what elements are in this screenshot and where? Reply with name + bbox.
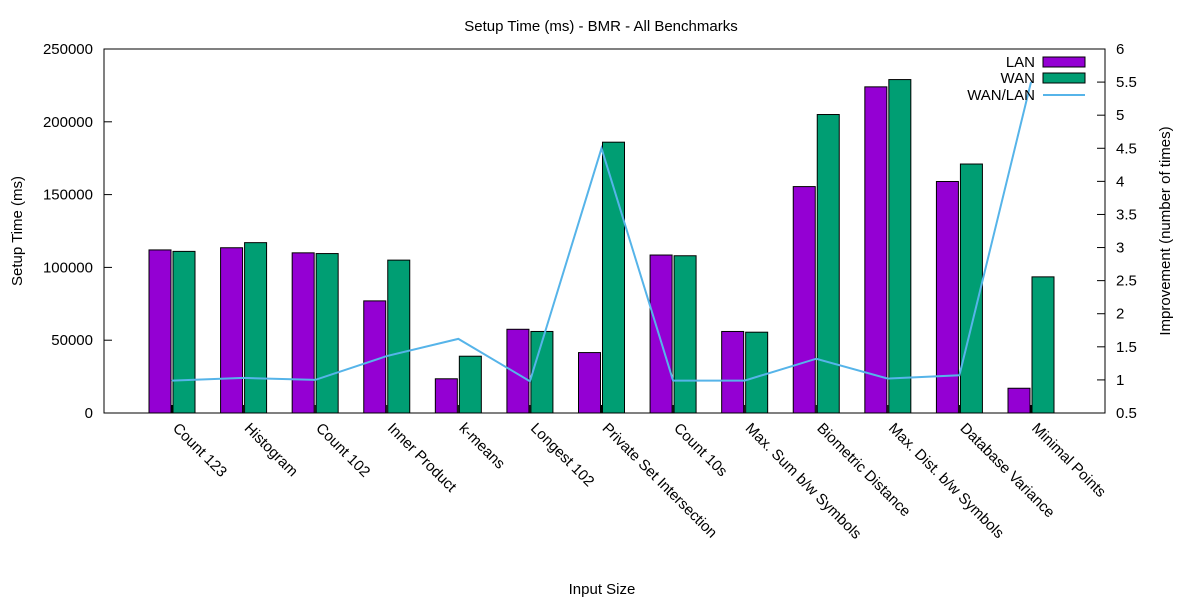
- y2-tick-label: 2.5: [1116, 273, 1137, 290]
- x-tick-label: Longest 102: [527, 420, 597, 490]
- bar-wan-3: [387, 259, 411, 414]
- y2-tick-label: 2: [1116, 306, 1124, 323]
- line-point: [672, 380, 674, 382]
- line-point: [1030, 81, 1032, 83]
- bar-wan-6: [602, 141, 625, 414]
- y2-tick-label: 6: [1116, 41, 1124, 58]
- bar-lan-5: [506, 328, 530, 414]
- y-tick-label: 200000: [43, 114, 93, 131]
- line-point: [243, 377, 245, 379]
- y2-tick-label: 1: [1116, 372, 1124, 389]
- bar-lan-0: [148, 249, 172, 414]
- line-point: [457, 338, 459, 340]
- bar-wan-9: [816, 114, 840, 414]
- bar-lan-1: [220, 247, 244, 414]
- bar-wan-1: [244, 242, 268, 414]
- bar-lan-11: [935, 180, 959, 414]
- bar-lan-6: [578, 352, 601, 414]
- line-point: [529, 380, 531, 382]
- x-tick-label: Inner Product: [384, 420, 460, 496]
- bar-wan-11: [959, 163, 983, 414]
- y2-tick-label: 1.5: [1116, 339, 1137, 356]
- x-tick-label: Max. Sum b/w Symbols: [742, 420, 865, 543]
- y-tick-label: 100000: [43, 259, 93, 276]
- x-tick-label: Count 102: [312, 420, 373, 481]
- x-tick-label: k-means: [456, 420, 509, 473]
- bar-wan-10: [888, 79, 912, 414]
- y2-tick-label: 5.5: [1116, 74, 1137, 91]
- x-tick-label: Histogram: [241, 420, 301, 480]
- y2-tick-label: 4.5: [1116, 140, 1137, 157]
- bar-lan-2: [291, 252, 315, 414]
- legend-label-lan: LAN: [1006, 54, 1035, 71]
- legend-swatch-wan: [1042, 72, 1086, 84]
- x-tick-label: Count 10s: [670, 420, 730, 480]
- bar-wan-12: [1031, 276, 1055, 414]
- bar-wan-4: [458, 355, 482, 414]
- bar-lan-7: [649, 254, 673, 414]
- x-tick-label: Private Set Intersection: [599, 420, 721, 542]
- bar-wan-2: [315, 253, 339, 414]
- line-point: [815, 358, 817, 360]
- y2-tick-label: 0.5: [1116, 405, 1137, 422]
- legend-label-wan: WAN: [1001, 70, 1035, 87]
- y2-tick-label: 3: [1116, 240, 1124, 257]
- y-tick-label: 250000: [43, 41, 93, 58]
- x-axis-label: Input Size: [569, 581, 636, 598]
- line-point: [887, 378, 889, 380]
- y-axis-label: Setup Time (ms): [9, 176, 26, 286]
- bar-wan-8: [745, 331, 769, 414]
- line-point: [171, 380, 173, 382]
- line-point: [601, 147, 602, 149]
- legend-label-wan-lan: WAN/LAN: [967, 87, 1035, 104]
- line-point: [386, 355, 388, 357]
- y-tick-label: 50000: [51, 332, 93, 349]
- y2-tick-label: 5: [1116, 107, 1124, 124]
- bar-lan-9: [792, 186, 816, 414]
- y2-axis-label: Improvement (number of times): [1157, 126, 1174, 335]
- bar-lan-4: [434, 378, 458, 414]
- chart-title: Setup Time (ms) - BMR - All Benchmarks: [464, 18, 737, 35]
- bar-lan-12: [1007, 387, 1031, 414]
- line-point: [314, 379, 316, 381]
- x-tick-label: Count 123: [169, 420, 230, 481]
- y-tick-label: 0: [85, 405, 93, 422]
- line-point: [744, 380, 746, 382]
- x-tick-label: Max. Dist. b/w Symbols: [885, 420, 1007, 542]
- y2-tick-label: 3.5: [1116, 206, 1137, 223]
- bar-wan-7: [673, 255, 697, 414]
- line-point: [958, 374, 960, 376]
- plot-area: 0 50000 100000 150000 200000 250000 0.5 1 1.5 2 2.…: [43, 41, 1137, 543]
- y-tick-label: 150000: [43, 187, 93, 204]
- y2-tick-label: 4: [1116, 173, 1124, 190]
- bar-lan-10: [864, 86, 888, 414]
- bar-wan-5: [530, 330, 554, 414]
- legend-swatch-lan: [1042, 56, 1086, 68]
- bar-wan-0: [172, 250, 196, 414]
- bar-lan-8: [721, 330, 745, 414]
- x-tick-label: Minimal Points: [1028, 420, 1109, 501]
